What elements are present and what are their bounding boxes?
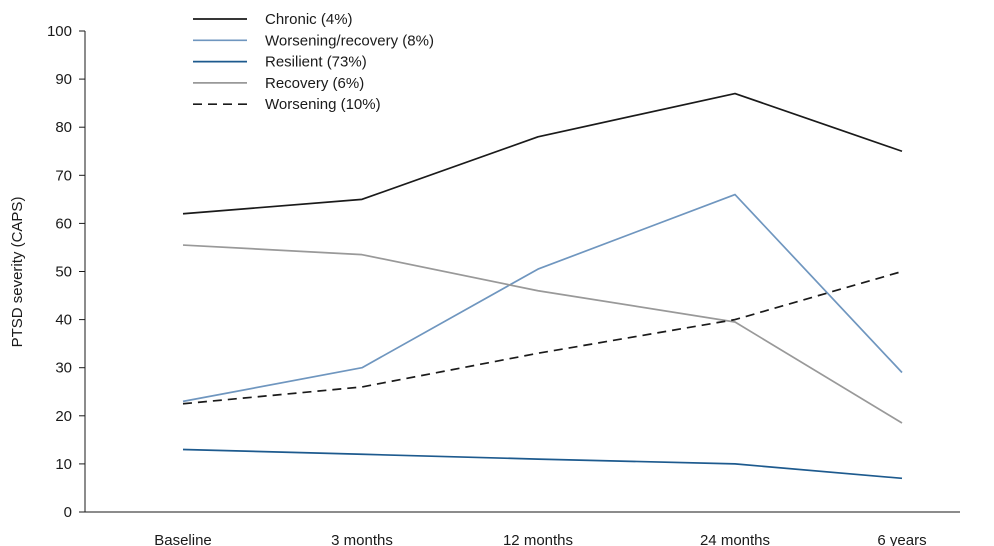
- x-tick-label: Baseline: [154, 532, 212, 546]
- legend-label-4: Worsening (10%): [265, 96, 381, 113]
- y-tick-label: 60: [55, 215, 72, 232]
- x-axis-ticks: Baseline 3 months 12 months 24 months 6 year…: [154, 532, 926, 546]
- y-tick-label: 30: [55, 360, 72, 377]
- y-axis-ticks: 0 10 20 30 40 50 60 70 80 90 100: [47, 23, 85, 521]
- legend-label-3: Recovery (6%): [265, 75, 364, 92]
- y-tick-label: 10: [55, 456, 72, 473]
- y-tick-label: 100: [47, 23, 72, 40]
- y-tick-label: 50: [55, 264, 72, 281]
- series-line-3: [182, 244, 903, 424]
- x-tick-label: 12 months: [503, 532, 573, 546]
- legend-label-0: Chronic (4%): [265, 11, 353, 28]
- series-layer: [182, 92, 903, 480]
- series-line-2: [182, 448, 903, 480]
- y-tick-label: 90: [55, 71, 72, 88]
- y-tick-label: 0: [64, 504, 72, 521]
- y-tick-label: 80: [55, 119, 72, 136]
- x-tick-label: 24 months: [700, 532, 770, 546]
- x-tick-label: 6 years: [877, 532, 926, 546]
- series-line-0: [182, 92, 903, 215]
- legend-label-2: Resilient (73%): [265, 54, 367, 71]
- y-tick-label: 70: [55, 167, 72, 184]
- legend: Chronic (4%) Worsening/recovery (8%) Resil…: [193, 11, 434, 113]
- y-tick-label: 40: [55, 312, 72, 329]
- x-tick-label: 3 months: [331, 532, 393, 546]
- y-tick-label: 20: [55, 408, 72, 425]
- series-line-4: [182, 270, 903, 405]
- series-line-1: [182, 193, 903, 403]
- legend-label-1: Worsening/recovery (8%): [265, 32, 434, 49]
- y-axis-title: PTSD severity (CAPS): [9, 197, 26, 348]
- axes: [84, 31, 960, 513]
